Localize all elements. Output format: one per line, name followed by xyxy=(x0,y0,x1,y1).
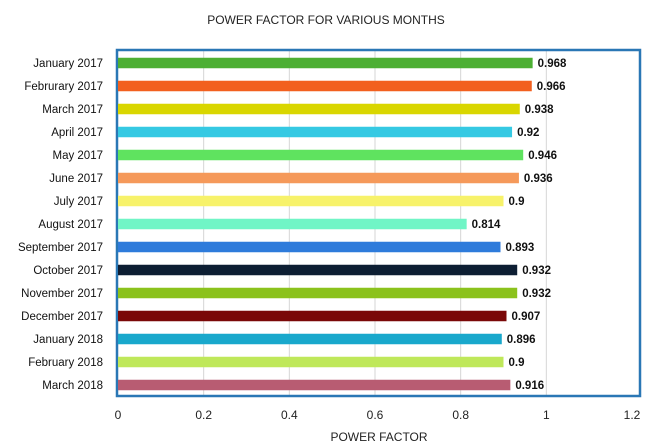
x-axis-ticks: 0 0.2 0.4 0.6 0.8 1 1.2 xyxy=(115,408,641,422)
bar xyxy=(118,218,467,230)
category-label: November 2017 xyxy=(21,288,103,300)
plot-frame xyxy=(115,48,642,398)
bar xyxy=(118,356,504,368)
category-label: March 2017 xyxy=(42,104,103,116)
x-tick-label: 0.6 xyxy=(367,408,384,422)
x-axis-label: POWER FACTOR xyxy=(330,430,427,444)
category-label: September 2017 xyxy=(18,242,103,254)
category-label: Februrary 2017 xyxy=(24,81,103,93)
x-tick-label: 0.4 xyxy=(281,408,298,422)
bar xyxy=(118,264,518,276)
value-label: 0.938 xyxy=(525,104,554,116)
bar xyxy=(118,287,518,299)
x-tick-label: 0 xyxy=(115,408,122,422)
x-tick-label: 0.2 xyxy=(195,408,212,422)
category-label: January 2018 xyxy=(33,334,103,346)
category-label: May 2017 xyxy=(52,150,103,162)
bar xyxy=(118,379,511,391)
value-label: 0.968 xyxy=(538,58,567,70)
category-label: June 2017 xyxy=(49,173,103,185)
category-labels: January 2017 Februrary 2017 March 2017 Apri… xyxy=(18,58,103,392)
value-label: 0.9 xyxy=(509,196,525,208)
category-label: March 2018 xyxy=(42,380,103,392)
value-label: 0.946 xyxy=(528,150,557,162)
category-label: December 2017 xyxy=(21,311,103,323)
category-label: February 2018 xyxy=(28,357,103,369)
value-label: 0.907 xyxy=(511,311,540,323)
value-label: 0.893 xyxy=(506,242,535,254)
x-tick-label: 1.2 xyxy=(624,408,641,422)
value-label: 0.936 xyxy=(524,173,553,185)
bar xyxy=(118,149,524,161)
bar xyxy=(118,126,513,138)
value-label: 0.966 xyxy=(537,81,566,93)
value-label: 0.92 xyxy=(517,127,539,139)
category-label: August 2017 xyxy=(38,219,103,231)
value-label: 0.9 xyxy=(509,357,525,369)
category-label: July 2017 xyxy=(54,196,103,208)
x-tick-label: 0.8 xyxy=(452,408,469,422)
value-label: 0.896 xyxy=(507,334,536,346)
category-label: October 2017 xyxy=(33,265,103,277)
category-label: April 2017 xyxy=(51,127,103,139)
bar xyxy=(118,310,507,322)
bar xyxy=(118,80,532,92)
value-label: 0.932 xyxy=(522,288,551,300)
bar xyxy=(118,241,501,253)
chart-title: POWER FACTOR FOR VARIOUS MONTHS xyxy=(207,13,445,27)
value-label: 0.916 xyxy=(515,380,544,392)
bar xyxy=(118,195,504,207)
category-label: January 2017 xyxy=(33,58,103,70)
x-tick-label: 1 xyxy=(543,408,550,422)
bars xyxy=(118,57,533,391)
value-label: 0.932 xyxy=(522,265,551,277)
value-label: 0.814 xyxy=(472,219,501,231)
bar xyxy=(118,57,533,69)
bar xyxy=(118,172,519,184)
value-labels: 0.968 0.966 0.938 0.92 0.946 0.936 0.9 0.814 0.8… xyxy=(472,58,567,392)
bar xyxy=(118,333,502,345)
bar xyxy=(118,103,520,115)
